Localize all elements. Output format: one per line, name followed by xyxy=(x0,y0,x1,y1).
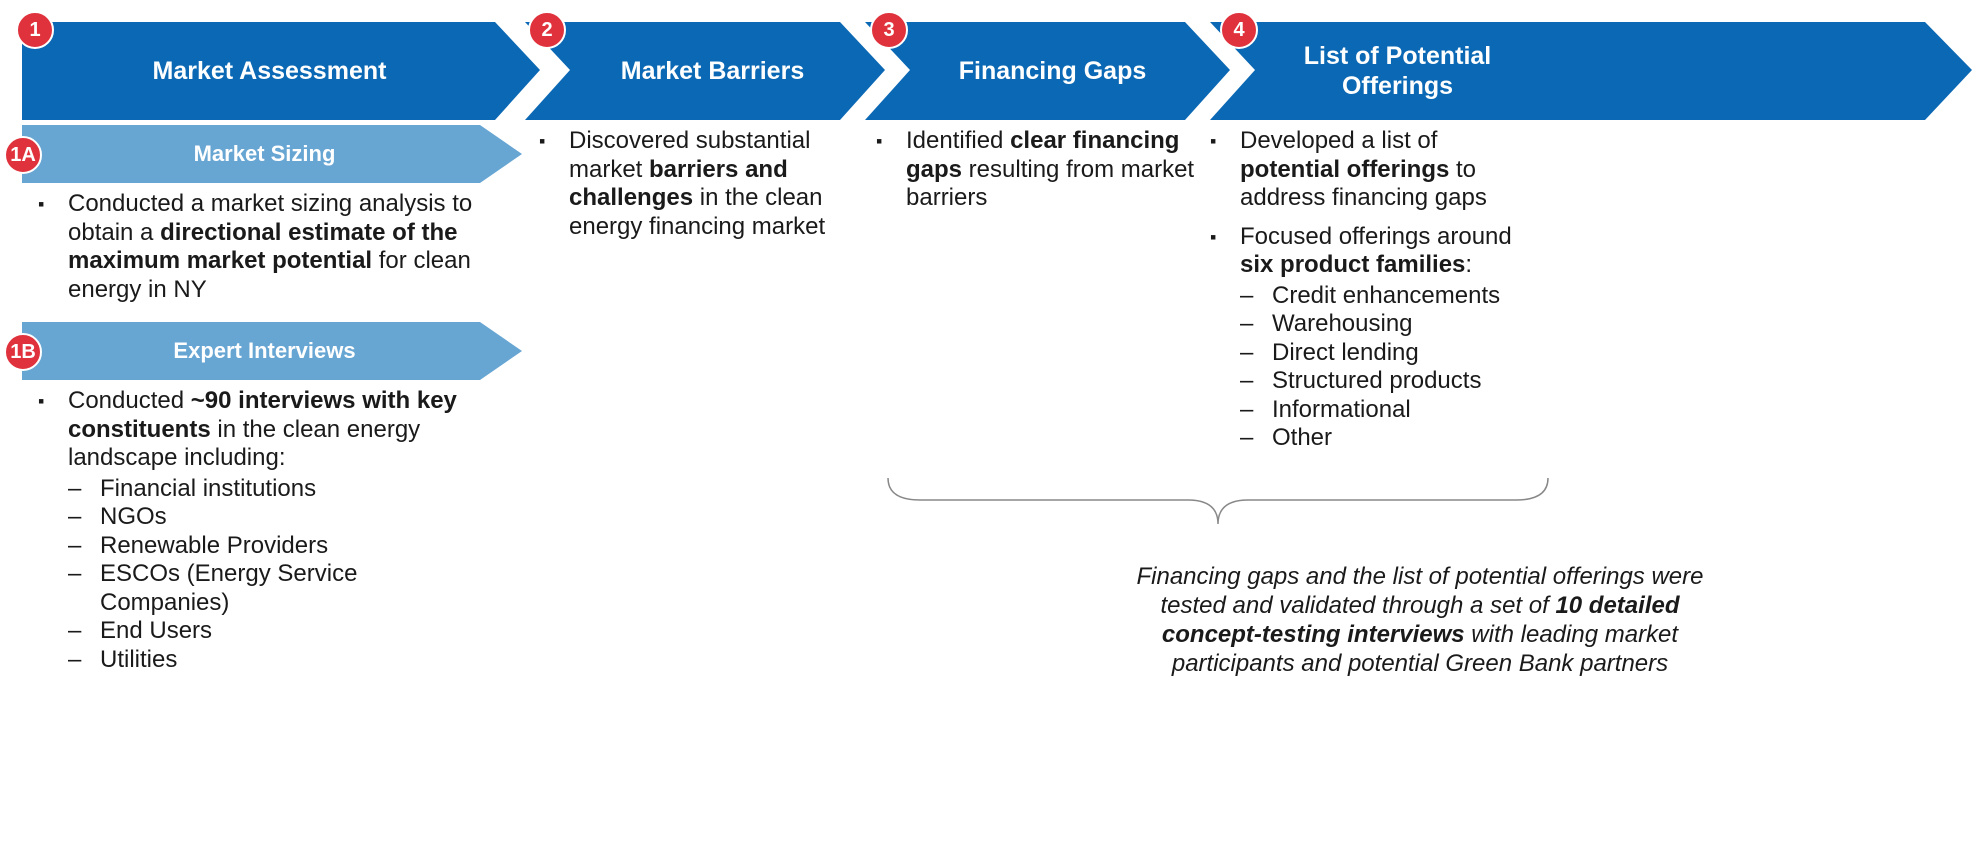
text-segment: Discovered substantial market xyxy=(569,127,811,183)
bullet: Conducted ~90 interviews with key consti… xyxy=(38,387,478,675)
sub-item: Structured products xyxy=(1240,367,1515,396)
substep-badge: 1B xyxy=(4,333,42,371)
text-segment: resulting from market barriers xyxy=(906,155,1195,212)
sub-item: Financial institutions xyxy=(68,475,478,504)
text-segment: to address financing gaps xyxy=(1240,155,1487,212)
text-segment: in the clean energy landscape including: xyxy=(68,415,421,472)
bullet: Discovered substantial market barriers a… xyxy=(539,127,844,241)
text-segment: directional estimate of the maximum mark… xyxy=(68,218,458,275)
text-segment: barriers and challenges xyxy=(569,155,788,212)
text-segment: Conducted xyxy=(68,387,191,414)
brace xyxy=(887,477,1549,525)
text-segment: Developed a list of xyxy=(1240,127,1438,154)
step-badge: 3 xyxy=(870,11,908,49)
bullet-list: Conducted ~90 interviews with key consti… xyxy=(38,387,478,684)
bullet-list: Discovered substantial market barriers a… xyxy=(539,127,844,251)
footnote: Financing gaps and the list of potential… xyxy=(1120,562,1720,678)
sub-item: Warehousing xyxy=(1240,310,1515,339)
bullet-list: Identified clear financing gaps resultin… xyxy=(876,127,1196,223)
text-segment: ~90 interviews with key constituents xyxy=(68,387,457,443)
substep-title: Expert Interviews xyxy=(173,338,356,363)
bullet-list: Developed a list of potential offerings … xyxy=(1210,127,1515,463)
bullet: Developed a list of potential offerings … xyxy=(1210,127,1515,213)
sub-bar xyxy=(22,125,522,183)
chevron xyxy=(1210,22,1972,120)
text-segment: : xyxy=(1465,251,1473,278)
bullet-list: Conducted a market sizing analysis to ob… xyxy=(38,190,478,314)
step-badge: 2 xyxy=(528,11,566,49)
step-badge: 1 xyxy=(16,11,54,49)
text-segment: six product families xyxy=(1240,251,1466,278)
bullet: Identified clear financing gaps resultin… xyxy=(876,127,1196,213)
text-segment: in the clean energy financing market xyxy=(569,184,826,240)
sub-item: Renewable Providers xyxy=(68,532,478,561)
substep-badge: 1A xyxy=(4,136,42,174)
text-segment: clear financing gaps xyxy=(906,127,1180,183)
sub-item: Other xyxy=(1240,424,1515,453)
text-segment: with leading market participants and pot… xyxy=(1171,621,1679,677)
text-segment: Financing gaps and the list of potential… xyxy=(1136,563,1704,619)
text-segment: for clean energy in NY xyxy=(68,247,471,303)
text-segment: Conducted a market sizing analysis to ob… xyxy=(68,190,473,246)
sub-item: Informational xyxy=(1240,396,1515,425)
step-title: Market Barriers xyxy=(620,57,805,85)
bullet: Conducted a market sizing analysis to ob… xyxy=(38,190,478,304)
chevron xyxy=(525,22,885,120)
step-title: List of Potential Offerings xyxy=(1303,42,1492,100)
text-segment: potential offerings xyxy=(1240,155,1450,183)
step-title: Financing Gaps xyxy=(958,57,1147,85)
sub-item: Credit enhancements xyxy=(1240,282,1515,311)
sub-item: NGOs xyxy=(68,503,478,532)
step-title: Market Assessment xyxy=(152,57,387,85)
sub-item: Utilities xyxy=(68,646,478,675)
step-badge: 4 xyxy=(1220,11,1258,49)
text-segment: Focused offerings around xyxy=(1240,222,1512,250)
sub-item: End Users xyxy=(68,617,478,646)
text-segment: Identified xyxy=(906,127,1011,154)
substep-title: Market Sizing xyxy=(193,141,336,166)
sub-item: Direct lending xyxy=(1240,339,1515,368)
sub-bar xyxy=(22,322,522,380)
chevron xyxy=(865,22,1230,120)
chevron xyxy=(22,22,540,120)
text-segment: 10 detailed concept-testing interviews xyxy=(1161,592,1680,648)
sub-item: ESCOs (Energy Service Companies) xyxy=(68,560,478,617)
bullet: Focused offerings around six product fam… xyxy=(1210,222,1515,453)
